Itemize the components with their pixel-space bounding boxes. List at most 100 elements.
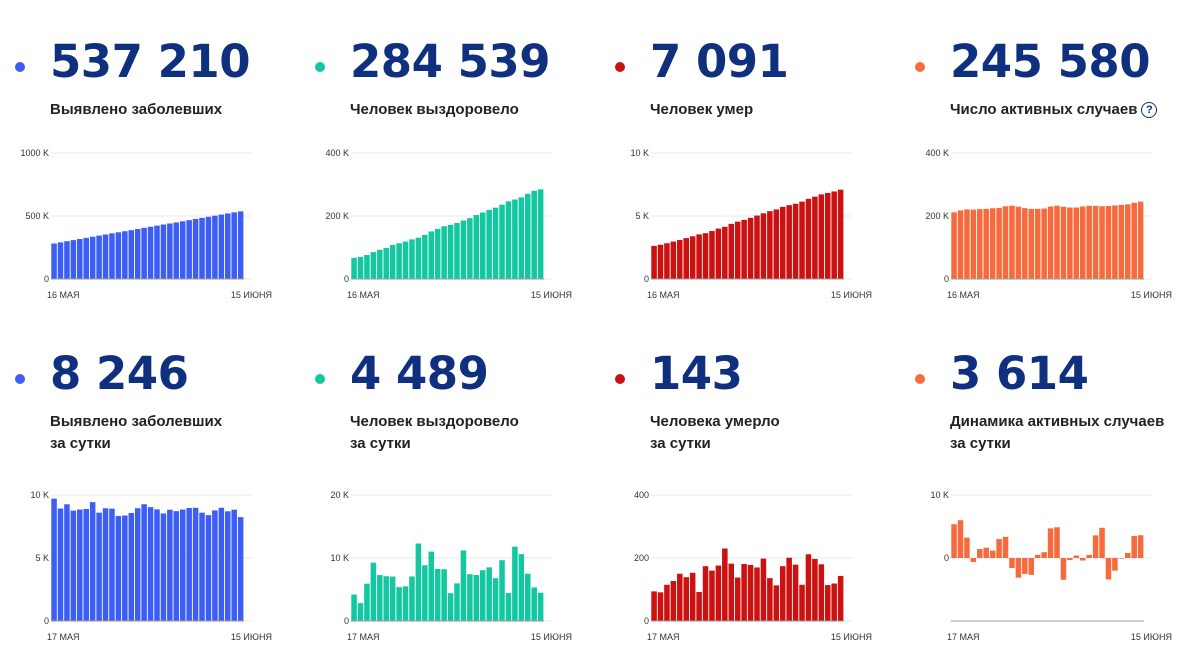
bar — [64, 504, 70, 621]
bar — [1047, 206, 1054, 279]
bar — [1009, 558, 1015, 569]
bar — [1047, 528, 1054, 558]
stat-value: 284 539 — [350, 35, 551, 88]
bar — [351, 257, 357, 279]
series-dot — [915, 62, 925, 72]
y-tick-label: 10 K — [630, 148, 649, 158]
y-tick-label: 5 K — [635, 211, 649, 221]
stat-label-line2: за сутки — [50, 435, 111, 452]
y-tick-label: 0 — [44, 274, 49, 284]
stat-value: 7 091 — [650, 35, 789, 88]
bar — [754, 215, 760, 279]
bar — [447, 224, 454, 279]
y-tick-label: 0 — [944, 274, 949, 284]
bar — [1015, 206, 1022, 279]
series-dot — [315, 62, 325, 72]
y-tick-label: 400 K — [925, 148, 949, 158]
bar — [89, 502, 96, 621]
bar — [734, 221, 741, 279]
y-tick-label: 200 K — [925, 211, 949, 221]
y-tick-label: 0 — [344, 616, 349, 626]
bar — [70, 240, 77, 279]
bar — [773, 585, 780, 621]
stat-panel-total-recovered: 284 539 Человек выздоровело 0 200 K 400 K 16 … — [300, 0, 572, 320]
bar — [57, 508, 64, 621]
bar — [1022, 558, 1028, 574]
bar — [370, 562, 377, 621]
bar — [454, 222, 460, 279]
stat-value: 8 246 — [50, 347, 189, 400]
bar — [147, 507, 154, 621]
stat-label-line1: Динамика активных случаев — [950, 413, 1165, 430]
bar — [1028, 558, 1035, 575]
bar — [1137, 201, 1144, 279]
x-tick-label-start: 17 МАЯ — [347, 632, 380, 642]
bar — [460, 550, 467, 621]
bar — [1041, 552, 1047, 558]
bar — [96, 235, 102, 279]
y-tick-label: 5 K — [35, 553, 49, 563]
bar — [51, 243, 57, 279]
bar — [396, 587, 402, 621]
bar — [218, 214, 225, 279]
bar — [237, 517, 244, 621]
bar — [409, 239, 415, 279]
stat-value: 143 — [650, 347, 743, 400]
bar — [383, 576, 389, 621]
bar — [434, 228, 441, 279]
bar — [1022, 208, 1028, 279]
bar — [499, 204, 505, 279]
x-tick-label-start: 17 МАЯ — [947, 632, 980, 642]
bar — [689, 572, 696, 621]
bar — [1112, 205, 1118, 279]
bar — [818, 564, 825, 621]
bar — [109, 508, 115, 621]
bar — [83, 508, 89, 621]
stat-panel-daily-active: 3 614 Динамика активных случаев за сутки 0 1… — [900, 312, 1172, 642]
bar — [128, 512, 135, 621]
bar — [128, 230, 135, 279]
bar — [447, 593, 454, 621]
bar — [479, 212, 486, 279]
bar — [473, 215, 480, 279]
bar — [102, 508, 109, 621]
bar — [370, 252, 377, 279]
bar — [1125, 204, 1131, 279]
bar — [154, 225, 160, 279]
bar — [389, 576, 396, 621]
y-tick-label: 20 K — [330, 490, 349, 500]
bar — [709, 231, 715, 279]
bar — [970, 209, 977, 279]
bar — [428, 551, 435, 621]
bar — [728, 223, 735, 279]
bar — [1099, 206, 1105, 279]
bar — [218, 507, 225, 621]
stat-panel-active-cases: 245 580 Число активных случаев? 0 200 K 400 … — [900, 0, 1172, 320]
bar — [799, 584, 805, 621]
bar — [479, 570, 486, 621]
bar — [486, 209, 492, 279]
y-tick-label: 500 K — [25, 211, 49, 221]
bar — [657, 244, 664, 279]
help-icon[interactable]: ? — [1141, 102, 1158, 118]
bar — [531, 190, 537, 279]
bar — [1099, 527, 1105, 558]
bar — [205, 216, 212, 279]
y-tick-label: 0 — [644, 274, 649, 284]
bar — [102, 234, 109, 279]
bar — [505, 201, 512, 279]
x-tick-label-start: 17 МАЯ — [647, 632, 680, 642]
bar — [512, 199, 518, 279]
bar — [1067, 558, 1073, 561]
bar — [141, 504, 147, 621]
bar — [818, 194, 825, 279]
bar — [377, 249, 383, 279]
bar — [722, 226, 728, 279]
bar — [357, 256, 364, 279]
bar — [670, 241, 677, 279]
stat-label-line1: Человека умерло — [650, 413, 780, 430]
bar — [505, 593, 512, 621]
bar — [518, 197, 525, 279]
stat-label-line2: за сутки — [950, 435, 1011, 452]
bar — [70, 510, 77, 621]
